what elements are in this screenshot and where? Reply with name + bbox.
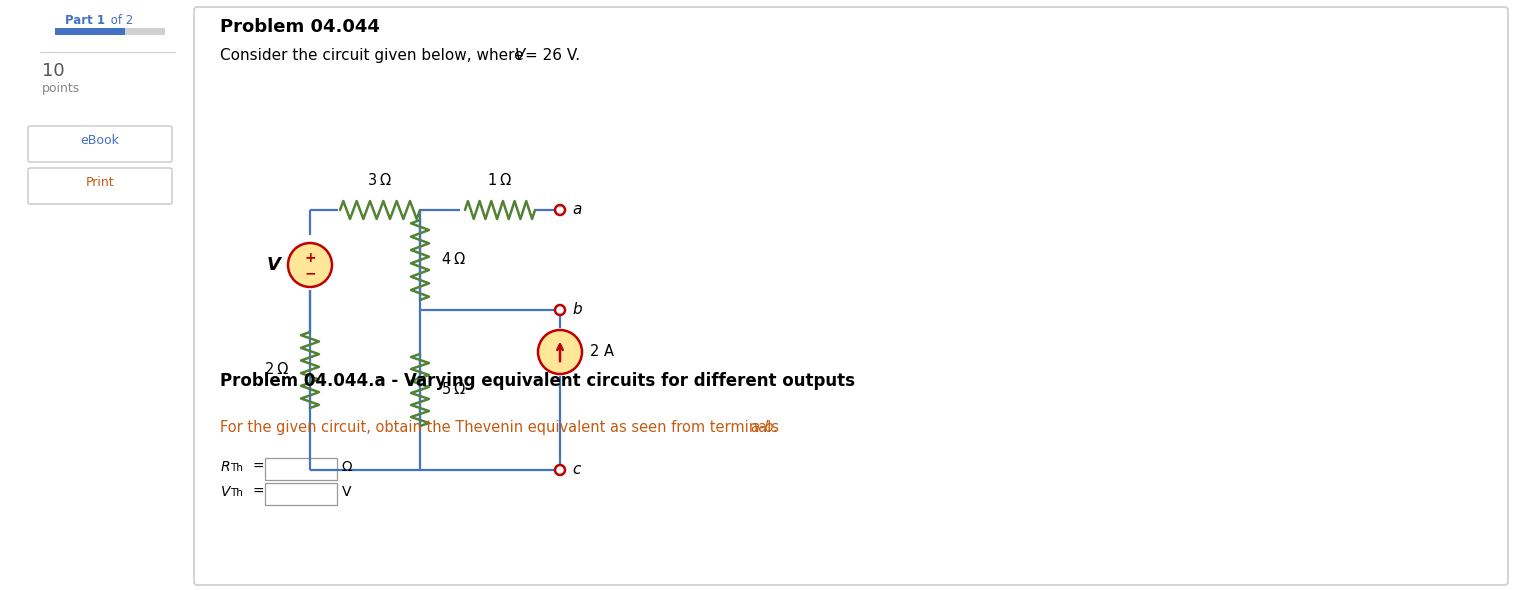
Text: Th: Th [230, 488, 242, 498]
Text: $V$: $V$ [220, 485, 232, 499]
FancyBboxPatch shape [194, 7, 1507, 585]
Bar [55, 28, 126, 35]
Circle shape [538, 330, 582, 374]
Text: 4 Ω: 4 Ω [442, 253, 465, 267]
Circle shape [554, 305, 565, 315]
Text: Th: Th [230, 463, 242, 473]
Text: For the given circuit, obtain the Thevenin equivalent as seen from terminals: For the given circuit, obtain the Theven… [220, 420, 783, 435]
Text: a-b.: a-b. [750, 420, 779, 435]
Text: Part 1: Part 1 [65, 14, 105, 27]
Text: V: V [515, 48, 526, 63]
Text: c: c [573, 463, 580, 477]
Text: 2 A: 2 A [589, 345, 614, 359]
Text: Ω: Ω [342, 460, 353, 474]
Text: =: = [251, 485, 264, 499]
Text: 1 Ω: 1 Ω [488, 173, 512, 188]
Text: V: V [267, 256, 280, 274]
Text: b: b [573, 303, 582, 317]
Text: eBook: eBook [80, 133, 120, 146]
Text: 5 Ω: 5 Ω [442, 382, 465, 398]
Text: = 26 V.: = 26 V. [526, 48, 580, 63]
Text: 3 Ω: 3 Ω [368, 173, 391, 188]
Text: 10: 10 [42, 62, 65, 80]
Text: points: points [42, 82, 80, 95]
Text: Consider the circuit given below, where: Consider the circuit given below, where [220, 48, 529, 63]
FancyBboxPatch shape [27, 168, 173, 204]
Circle shape [288, 243, 332, 287]
Text: 2 Ω: 2 Ω [265, 362, 288, 378]
Bar [265, 483, 336, 505]
Text: −: − [305, 266, 315, 280]
Text: Problem 04.044.a - Varying equivalent circuits for different outputs: Problem 04.044.a - Varying equivalent ci… [220, 372, 854, 390]
Bar [126, 28, 165, 35]
Bar [265, 458, 336, 480]
Circle shape [554, 465, 565, 475]
Circle shape [554, 205, 565, 215]
Text: $R$: $R$ [220, 460, 230, 474]
FancyBboxPatch shape [27, 126, 173, 162]
Text: =: = [251, 460, 264, 474]
Text: Problem 04.044: Problem 04.044 [220, 18, 380, 36]
Text: +: + [305, 251, 315, 265]
Text: of 2: of 2 [108, 14, 133, 27]
Text: Print: Print [86, 175, 114, 188]
Text: a: a [573, 202, 582, 218]
Text: V: V [342, 485, 351, 499]
